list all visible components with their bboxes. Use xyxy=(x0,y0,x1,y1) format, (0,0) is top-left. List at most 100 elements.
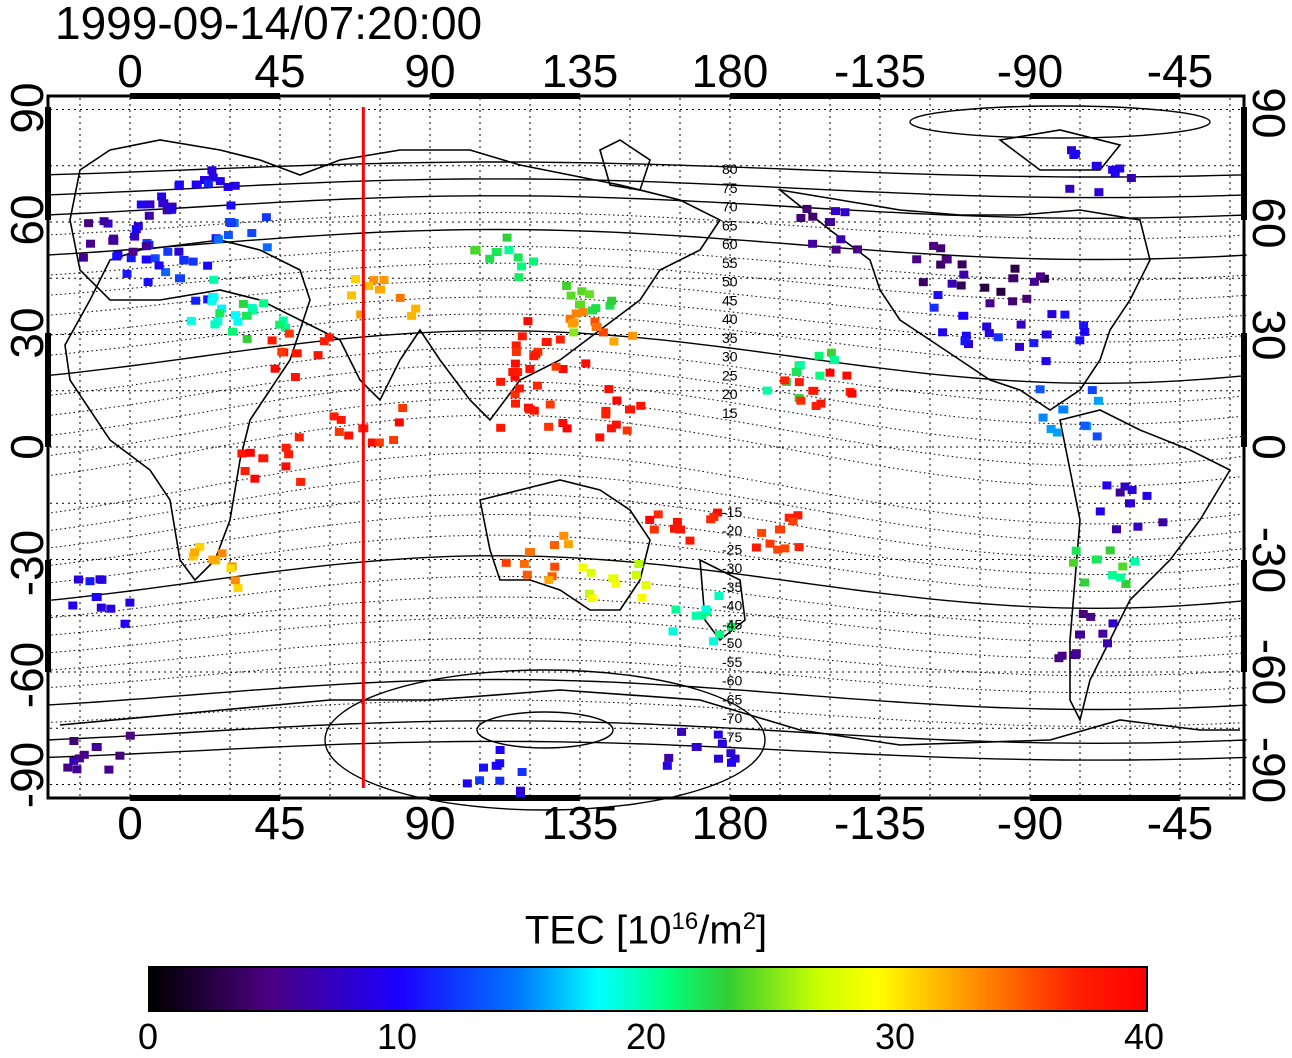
tec-patch xyxy=(541,338,552,346)
tec-cell xyxy=(63,763,73,772)
tec-cell xyxy=(622,426,632,435)
tec-cell xyxy=(1112,525,1121,534)
bottom-lon-label: 45 xyxy=(254,797,306,849)
frame-tick xyxy=(1241,560,1247,672)
tec-cell xyxy=(336,415,346,424)
coastline xyxy=(69,139,722,422)
tec-cell xyxy=(780,544,790,553)
contour-label: -40 xyxy=(722,598,742,614)
contour-label: -35 xyxy=(722,579,742,595)
tec-cell xyxy=(842,371,852,380)
tec-cell xyxy=(762,386,772,395)
contour-label: -55 xyxy=(722,654,742,670)
tec-cell xyxy=(223,183,233,191)
frame-tick xyxy=(1241,333,1247,447)
tec-cell xyxy=(240,467,250,475)
tec-cell xyxy=(912,255,922,264)
contour-label: -65 xyxy=(722,691,742,707)
tec-cell xyxy=(598,328,608,337)
tec-cell xyxy=(329,412,339,421)
colorbar xyxy=(148,966,1148,1012)
tec-cell xyxy=(826,348,836,357)
tec-cell xyxy=(95,575,105,584)
tec-cell xyxy=(829,355,839,364)
tec-patch xyxy=(141,255,152,264)
tec-cell xyxy=(649,525,659,534)
tec-cell xyxy=(668,627,678,636)
tec-cell xyxy=(1130,557,1140,566)
tec-cell xyxy=(773,545,783,554)
tec-cell xyxy=(606,424,616,433)
colorbar-tick: 10 xyxy=(376,1016,418,1057)
tec-cell xyxy=(587,594,597,603)
tec-cell xyxy=(936,244,946,253)
tec-cell xyxy=(918,278,928,287)
tec-patch xyxy=(691,743,702,751)
tec-cell xyxy=(1075,336,1085,345)
tec-cell xyxy=(584,290,594,299)
contour-label: -75 xyxy=(722,729,742,745)
tec-cell xyxy=(586,568,596,577)
tec-cell xyxy=(68,601,78,610)
mag-lat-contour xyxy=(46,678,1247,711)
tec-cell xyxy=(367,438,377,447)
tec-cell xyxy=(69,756,79,765)
tec-cell xyxy=(1079,321,1089,330)
tec-cell xyxy=(203,261,213,270)
tec-cell xyxy=(831,245,841,254)
tec-cell xyxy=(727,758,736,767)
coastlines xyxy=(59,129,1240,746)
tec-cell xyxy=(960,337,970,346)
tec-cell xyxy=(808,212,818,221)
coastline xyxy=(777,188,1151,411)
contour-labels: 80 75 70 65 60 55 50 45 40 35 30 25 20 15 -15 -20 -25 -30… xyxy=(722,161,742,745)
tec-cell xyxy=(245,448,255,457)
tec-patch xyxy=(91,743,102,751)
coastline xyxy=(479,479,651,611)
tec-cell xyxy=(510,372,520,381)
mag-lat-contour xyxy=(46,161,1247,178)
tec-cell xyxy=(125,598,135,607)
tec-patch xyxy=(808,386,819,395)
tec-cell xyxy=(628,331,638,340)
tec-cell xyxy=(714,592,724,600)
tec-cell xyxy=(929,241,939,250)
tec-cell xyxy=(713,508,723,517)
tec-cell xyxy=(233,584,243,593)
tec-cell xyxy=(188,552,198,561)
mag-lat-contour xyxy=(909,105,1211,139)
tec-cell xyxy=(1022,294,1032,303)
tec-cell xyxy=(313,351,323,360)
tec-cell xyxy=(126,254,136,263)
contour-label: 45 xyxy=(722,292,738,308)
tec-cell xyxy=(1069,558,1078,567)
tec-cell xyxy=(191,296,201,305)
bottom-lon-label: 180 xyxy=(691,797,769,849)
tec-cell xyxy=(86,239,95,248)
tec-cell xyxy=(604,385,614,394)
tec-cell xyxy=(780,376,790,385)
tec-patch xyxy=(1125,499,1135,508)
tec-cell xyxy=(544,576,554,584)
tec-cell xyxy=(230,576,240,585)
frame-tick xyxy=(45,107,51,220)
tec-cell xyxy=(208,173,218,182)
colorbar-title: TEC [1016/m2] xyxy=(524,908,768,953)
frame-tick xyxy=(430,93,580,99)
tec-cell xyxy=(511,348,521,356)
tec-cell xyxy=(577,287,587,296)
tec-cell xyxy=(938,328,948,337)
mag-lat-contour xyxy=(46,452,1247,525)
tec-patch xyxy=(525,548,535,556)
tec-cell xyxy=(514,384,524,393)
tec-cell xyxy=(238,299,248,308)
tec-cell xyxy=(281,323,290,332)
tec-cell xyxy=(1098,629,1108,638)
coastline xyxy=(998,129,1122,171)
tec-cell xyxy=(259,299,269,308)
tec-cell xyxy=(203,179,213,188)
mag-lat-contour xyxy=(46,296,1247,343)
tec-cell xyxy=(161,268,171,277)
tec-cell xyxy=(1036,272,1045,281)
